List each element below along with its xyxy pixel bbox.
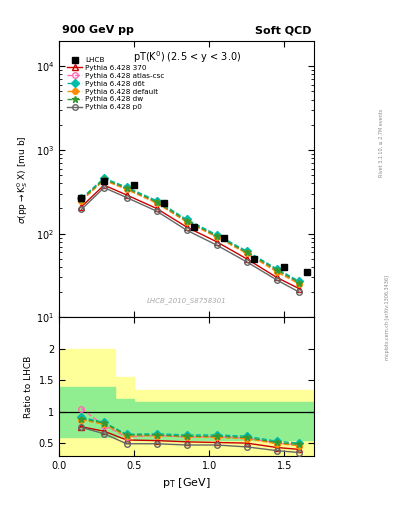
- Line: Pythia 6.428 default: Pythia 6.428 default: [79, 178, 302, 287]
- Legend: LHCB, Pythia 6.428 370, Pythia 6.428 atlas-csc, Pythia 6.428 d6t, Pythia 6.428 d: LHCB, Pythia 6.428 370, Pythia 6.428 atl…: [65, 56, 166, 112]
- Pythia 6.428 dw: [274, 267, 279, 273]
- Pythia 6.428 default: [154, 200, 159, 206]
- Y-axis label: Ratio to LHCB: Ratio to LHCB: [24, 355, 33, 418]
- Pythia 6.428 atlas-csc: [184, 219, 189, 225]
- Text: mcplots.cern.ch [arXiv:1306.3436]: mcplots.cern.ch [arXiv:1306.3436]: [385, 275, 389, 360]
- Pythia 6.428 370: [79, 204, 84, 210]
- Pythia 6.428 d6t: [297, 278, 302, 284]
- Pythia 6.428 atlas-csc: [244, 250, 249, 256]
- LHCB: [132, 182, 136, 188]
- Pythia 6.428 370: [154, 205, 159, 211]
- Pythia 6.428 p0: [274, 277, 279, 283]
- LHCB: [192, 224, 196, 230]
- Pythia 6.428 370: [184, 224, 189, 230]
- Pythia 6.428 d6t: [184, 217, 189, 223]
- Line: Pythia 6.428 atlas-csc: Pythia 6.428 atlas-csc: [79, 177, 302, 286]
- Pythia 6.428 dw: [154, 199, 159, 205]
- Pythia 6.428 default: [124, 186, 129, 193]
- Pythia 6.428 default: [102, 177, 107, 183]
- Pythia 6.428 d6t: [274, 266, 279, 272]
- Pythia 6.428 default: [79, 198, 84, 204]
- Pythia 6.428 p0: [244, 259, 249, 265]
- Pythia 6.428 370: [297, 286, 302, 292]
- LHCB: [282, 264, 287, 270]
- Pythia 6.428 370: [124, 192, 129, 198]
- Line: Pythia 6.428 370: Pythia 6.428 370: [79, 182, 302, 291]
- Pythia 6.428 dw: [124, 185, 129, 191]
- Pythia 6.428 d6t: [102, 175, 107, 181]
- LHCB: [102, 178, 107, 184]
- Pythia 6.428 dw: [244, 249, 249, 255]
- Pythia 6.428 atlas-csc: [102, 177, 107, 183]
- Text: pT(K$^0$) (2.5 < y < 3.0): pT(K$^0$) (2.5 < y < 3.0): [132, 49, 241, 65]
- X-axis label: p$_\mathrm{T}$ [GeV]: p$_\mathrm{T}$ [GeV]: [162, 476, 211, 490]
- Pythia 6.428 p0: [184, 227, 189, 233]
- Pythia 6.428 atlas-csc: [124, 186, 129, 192]
- Pythia 6.428 default: [184, 219, 189, 225]
- Pythia 6.428 default: [297, 281, 302, 287]
- Text: Soft QCD: Soft QCD: [255, 26, 312, 35]
- Pythia 6.428 370: [274, 274, 279, 281]
- Pythia 6.428 p0: [297, 289, 302, 295]
- Pythia 6.428 atlas-csc: [297, 280, 302, 286]
- Pythia 6.428 p0: [154, 208, 159, 214]
- LHCB: [305, 269, 309, 275]
- Text: 900 GeV pp: 900 GeV pp: [61, 26, 133, 35]
- LHCB: [222, 234, 227, 241]
- LHCB: [79, 195, 84, 201]
- Pythia 6.428 d6t: [214, 232, 219, 238]
- Line: LHCB: LHCB: [78, 178, 310, 275]
- Pythia 6.428 default: [244, 250, 249, 257]
- Line: Pythia 6.428 dw: Pythia 6.428 dw: [78, 176, 303, 286]
- Pythia 6.428 370: [102, 182, 107, 188]
- LHCB: [162, 200, 167, 206]
- Pythia 6.428 atlas-csc: [154, 200, 159, 206]
- Line: Pythia 6.428 p0: Pythia 6.428 p0: [79, 185, 302, 295]
- Line: Pythia 6.428 d6t: Pythia 6.428 d6t: [79, 176, 302, 284]
- Pythia 6.428 p0: [79, 206, 84, 212]
- Pythia 6.428 d6t: [244, 248, 249, 254]
- Pythia 6.428 p0: [124, 195, 129, 201]
- Pythia 6.428 d6t: [79, 195, 84, 201]
- Pythia 6.428 p0: [102, 184, 107, 190]
- Pythia 6.428 atlas-csc: [274, 268, 279, 274]
- Y-axis label: $\sigma$(pp$\rightarrow$K$^0_S$ X) [mu b]: $\sigma$(pp$\rightarrow$K$^0_S$ X) [mu b…: [15, 135, 30, 224]
- Pythia 6.428 dw: [214, 233, 219, 239]
- Pythia 6.428 dw: [184, 218, 189, 224]
- Pythia 6.428 dw: [297, 280, 302, 286]
- Pythia 6.428 default: [214, 234, 219, 240]
- Pythia 6.428 atlas-csc: [214, 233, 219, 240]
- Pythia 6.428 atlas-csc: [79, 197, 84, 203]
- Pythia 6.428 p0: [214, 242, 219, 248]
- Pythia 6.428 dw: [102, 176, 107, 182]
- Text: LHCB_2010_S8758301: LHCB_2010_S8758301: [147, 297, 226, 304]
- Text: Rivet 3.1.10, ≥ 2.7M events: Rivet 3.1.10, ≥ 2.7M events: [379, 109, 384, 178]
- LHCB: [252, 256, 257, 262]
- Pythia 6.428 default: [274, 269, 279, 275]
- Pythia 6.428 370: [244, 256, 249, 262]
- Pythia 6.428 d6t: [124, 184, 129, 190]
- Pythia 6.428 370: [214, 239, 219, 245]
- Pythia 6.428 d6t: [154, 198, 159, 204]
- Pythia 6.428 dw: [79, 196, 84, 202]
